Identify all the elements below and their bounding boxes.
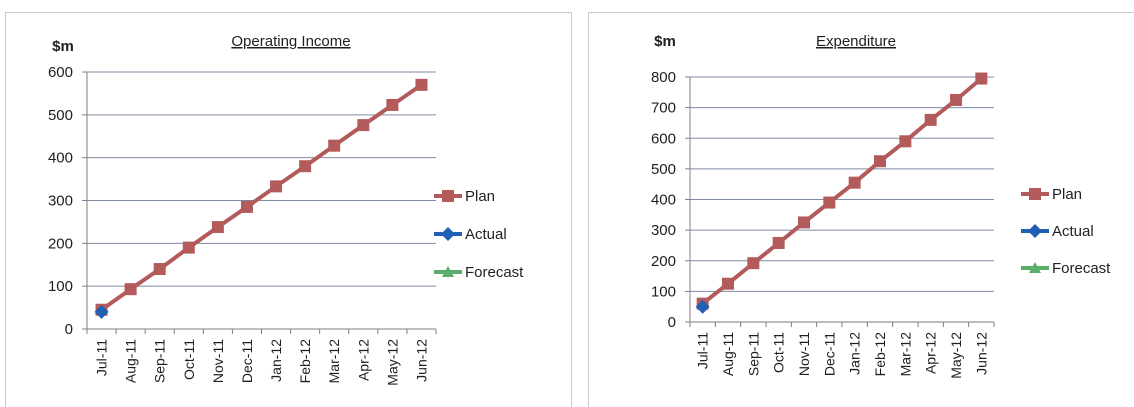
legend-label: Actual [465,226,507,243]
y-tick-label: 0 [668,314,676,331]
plan-point [328,139,341,152]
series-actual [695,299,710,314]
plan-point [211,221,224,234]
plan-point [153,263,166,276]
x-tick-label: Jul-11 [695,332,711,369]
legend-item-forecast: Forecast [434,264,524,281]
plan-point [299,160,312,173]
plan-point [270,180,283,193]
x-tick-label: Nov-11 [210,339,226,383]
x-tick-label: Jan-12 [847,332,863,375]
legend-item-forecast: Forecast [1021,260,1111,277]
x-tick-label: Feb-12 [872,332,888,377]
plan-point [747,257,760,270]
legend-item-plan: Plan [1021,186,1082,203]
plan-point [357,119,370,132]
x-tick-label: May-12 [948,332,964,379]
operating-income-chart-panel: Operating Income $m 0 100 200 300 400 500 600 Jul… [5,12,572,407]
plan-point [874,155,886,168]
y-tick-label: 100 [48,278,73,295]
series-plan [696,72,988,310]
legend-item-plan: Plan [434,188,495,205]
legend-label: Plan [465,188,495,205]
y-tick-label: 800 [651,69,676,86]
legend-marker [1028,224,1042,238]
legend-marker [1029,262,1041,273]
plan-point [240,200,253,213]
plan-point [722,277,734,290]
x-tick-label: Sep-11 [745,332,761,376]
legend-marker [442,266,454,277]
y-tick-label: 700 [651,100,676,117]
operating-income-chart: Operating Income $m 0 100 200 300 400 500 600 Jul… [48,33,524,386]
x-tick-label: Aug-11 [720,332,736,376]
x-tick-label: Oct-11 [181,339,197,380]
y-tick-label: 300 [48,193,73,210]
y-tick-label: 400 [48,150,73,167]
series-actual [94,304,109,319]
expenditure-chart: Expenditure $m 0 100 200 300 400 500 600 700 800 Ju… [651,33,1111,379]
plan-point [924,113,937,126]
x-tick-label: Jun-12 [973,332,989,375]
y-tick-label: 400 [651,192,676,209]
x-tick-label: Apr-12 [923,332,939,374]
x-tick-label: Dec-11 [821,332,837,376]
y-tick-label: 600 [651,130,676,147]
y-tick-label: 500 [651,161,676,178]
chart-title: Operating Income [231,33,350,50]
plan-point [772,236,785,249]
x-tick-label: Aug-11 [123,339,139,383]
y-tick-label: 200 [48,235,73,252]
chart-title: Expenditure [816,33,896,50]
x-tick-label: Oct-11 [771,332,787,373]
y-tick-label: 300 [651,222,676,239]
y-tick-label: 100 [651,283,676,300]
x-tick-label: Jul-11 [94,339,110,376]
series-line-plan [100,83,423,312]
x-tick-label: Sep-11 [152,339,168,383]
plan-point [899,135,912,148]
plan-point [415,78,428,91]
actual-point [695,299,710,314]
legend-marker [1029,188,1041,200]
plan-point [798,216,810,229]
x-tick-label: Apr-12 [355,339,371,381]
y-unit-label: $m [52,38,74,55]
x-tick-label: Jan-12 [268,339,284,382]
x-tick-label: Mar-12 [897,332,913,377]
legend-label: Actual [1052,223,1094,240]
y-tick-label: 600 [48,64,73,81]
legend-label: Forecast [465,264,524,281]
actual-point [94,304,109,319]
y-unit-label: $m [654,33,676,50]
series-line-plan [701,77,983,306]
x-tick-label: Nov-11 [796,332,812,376]
y-tick-label: 200 [651,253,676,270]
legend-marker [442,190,454,202]
plan-point [386,98,399,111]
legend-marker [441,227,455,241]
plan-point [182,241,195,254]
y-tick-label: 0 [65,321,73,338]
x-tick-label: Mar-12 [326,339,342,384]
legend-item-actual: Actual [434,226,507,243]
legend-label: Forecast [1052,260,1111,277]
legend-item-actual: Actual [1021,223,1094,240]
legend-label: Plan [1052,186,1082,203]
x-tick-label: Dec-11 [239,339,255,383]
y-tick-label: 500 [48,107,73,124]
plan-point [124,283,137,296]
plan-point [823,196,836,209]
expenditure-chart-panel: Expenditure $m 0 100 200 300 400 500 600 700 800 Ju… [588,12,1134,407]
x-tick-label: Jun-12 [413,339,429,382]
plan-point [848,176,861,189]
plan-point [975,72,988,85]
x-tick-label: Feb-12 [297,339,313,384]
plan-point [950,93,962,106]
x-tick-label: May-12 [384,339,400,386]
